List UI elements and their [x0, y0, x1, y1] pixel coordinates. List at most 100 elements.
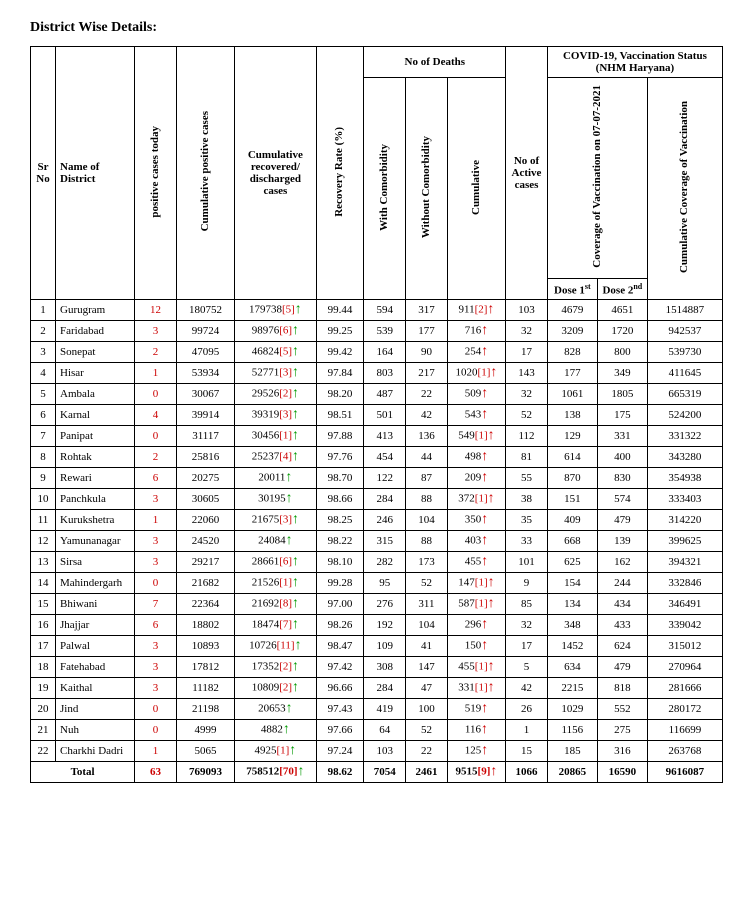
table-body: 1Gurugram12180752179738[5]↑99.4459431791…: [31, 300, 723, 783]
cell-rec: 20653↑: [235, 699, 316, 720]
cell-woc: 104: [406, 615, 448, 636]
cell-cd: 209↑: [447, 468, 505, 489]
cell-wc: 308: [364, 657, 406, 678]
cell-sr: 9: [31, 468, 56, 489]
cell-rec: 29526[2]↑: [235, 384, 316, 405]
cell-d1: 3209: [547, 321, 597, 342]
cell-cd: 254↑: [447, 342, 505, 363]
cell-cum-pos: 30067: [176, 384, 234, 405]
cell-pos-today: 3: [135, 552, 177, 573]
cell-wc: 276: [364, 594, 406, 615]
cell-cv: 346491: [647, 594, 722, 615]
cell-rate: 98.66: [316, 489, 364, 510]
cell-sr: 3: [31, 342, 56, 363]
cell-woc: 317: [406, 300, 448, 321]
cell-sr: 12: [31, 531, 56, 552]
cell-district: Mahindergarh: [56, 573, 135, 594]
cell-wc: 164: [364, 342, 406, 363]
page-title: District Wise Details:: [30, 20, 723, 36]
cell-d1: 151: [547, 489, 597, 510]
cell-pos-today: 1: [135, 741, 177, 762]
cell-cum-pos: 22060: [176, 510, 234, 531]
col-dose2: Dose 2nd: [597, 278, 647, 300]
cell-cum-pos: 21682: [176, 573, 234, 594]
cell-woc: 311: [406, 594, 448, 615]
table-row: 5Ambala03006729526[2]↑98.2048722509↑3210…: [31, 384, 723, 405]
table-row: 20Jind02119820653↑97.43419100519↑2610295…: [31, 699, 723, 720]
cell-district: Yamunanagar: [56, 531, 135, 552]
cell-pos-today: 2: [135, 447, 177, 468]
cell-active: 17: [506, 342, 548, 363]
col-cum-vacc: Cumulative Coverage of Vaccination: [647, 78, 722, 300]
table-row: 6Karnal43991439319[3]↑98.5150142543↑5213…: [31, 405, 723, 426]
cell-cum-pos: 5065: [176, 741, 234, 762]
cell-total-rate: 98.62: [316, 762, 364, 783]
cell-rec: 98976[6]↑: [235, 321, 316, 342]
cell-active: 15: [506, 741, 548, 762]
cell-wc: 284: [364, 489, 406, 510]
cell-district: Sirsa: [56, 552, 135, 573]
cell-wc: 103: [364, 741, 406, 762]
cell-cd: 455↑: [447, 552, 505, 573]
cell-d1: 348: [547, 615, 597, 636]
cell-pos-today: 0: [135, 384, 177, 405]
col-sr: Sr No: [31, 47, 56, 300]
cell-district: Nuh: [56, 720, 135, 741]
cell-sr: 20: [31, 699, 56, 720]
cell-rec: 21675[3]↑: [235, 510, 316, 531]
cell-wc: 454: [364, 447, 406, 468]
cell-sr: 21: [31, 720, 56, 741]
cell-d2: 349: [597, 363, 647, 384]
cell-rate: 99.28: [316, 573, 364, 594]
cell-d2: 830: [597, 468, 647, 489]
cell-rate: 98.25: [316, 510, 364, 531]
cell-sr: 22: [31, 741, 56, 762]
cell-pos-today: 3: [135, 531, 177, 552]
cell-d2: 331: [597, 426, 647, 447]
cell-rec: 25237[4]↑: [235, 447, 316, 468]
cell-d1: 634: [547, 657, 597, 678]
cell-pos-today: 0: [135, 426, 177, 447]
cell-d1: 668: [547, 531, 597, 552]
table-row: 16Jhajjar61880218474[7]↑98.26192104296↑3…: [31, 615, 723, 636]
cell-cum-pos: 47095: [176, 342, 234, 363]
table-row: 19Kaithal31118210809[2]↑96.6628447331[1]…: [31, 678, 723, 699]
table-row: 13Sirsa32921728661[6]↑98.10282173455↑101…: [31, 552, 723, 573]
col-cum-deaths: Cumulative: [447, 78, 505, 300]
cell-pos-today: 7: [135, 594, 177, 615]
cell-wc: 501: [364, 405, 406, 426]
district-table: Sr No Name of District positive cases to…: [30, 46, 723, 783]
cell-rec: 30195↑: [235, 489, 316, 510]
cell-rec: 20011↑: [235, 468, 316, 489]
cell-d2: 1805: [597, 384, 647, 405]
cell-cv: 333403: [647, 489, 722, 510]
cell-d2: 4651: [597, 300, 647, 321]
cell-cum-pos: 11182: [176, 678, 234, 699]
table-header: Sr No Name of District positive cases to…: [31, 47, 723, 300]
cell-cum-pos: 24520: [176, 531, 234, 552]
cell-active: 17: [506, 636, 548, 657]
cell-wc: 95: [364, 573, 406, 594]
cell-rec: 30456[1]↑: [235, 426, 316, 447]
cell-cum-pos: 99724: [176, 321, 234, 342]
table-row: 1Gurugram12180752179738[5]↑99.4459431791…: [31, 300, 723, 321]
cell-rate: 97.24: [316, 741, 364, 762]
cell-wc: 282: [364, 552, 406, 573]
cell-wc: 419: [364, 699, 406, 720]
cell-d1: 134: [547, 594, 597, 615]
cell-woc: 44: [406, 447, 448, 468]
cell-rate: 98.22: [316, 531, 364, 552]
cell-rec: 17352[2]↑: [235, 657, 316, 678]
cell-d2: 175: [597, 405, 647, 426]
cell-rec: 18474[7]↑: [235, 615, 316, 636]
cell-rec: 24084↑: [235, 531, 316, 552]
cell-sr: 13: [31, 552, 56, 573]
cell-rate: 98.47: [316, 636, 364, 657]
cell-cd: 372[1]↑: [447, 489, 505, 510]
cell-d1: 828: [547, 342, 597, 363]
cell-district: Ambala: [56, 384, 135, 405]
cell-district: Kaithal: [56, 678, 135, 699]
cell-rec: 46824[5]↑: [235, 342, 316, 363]
cell-active: 26: [506, 699, 548, 720]
cell-d2: 574: [597, 489, 647, 510]
